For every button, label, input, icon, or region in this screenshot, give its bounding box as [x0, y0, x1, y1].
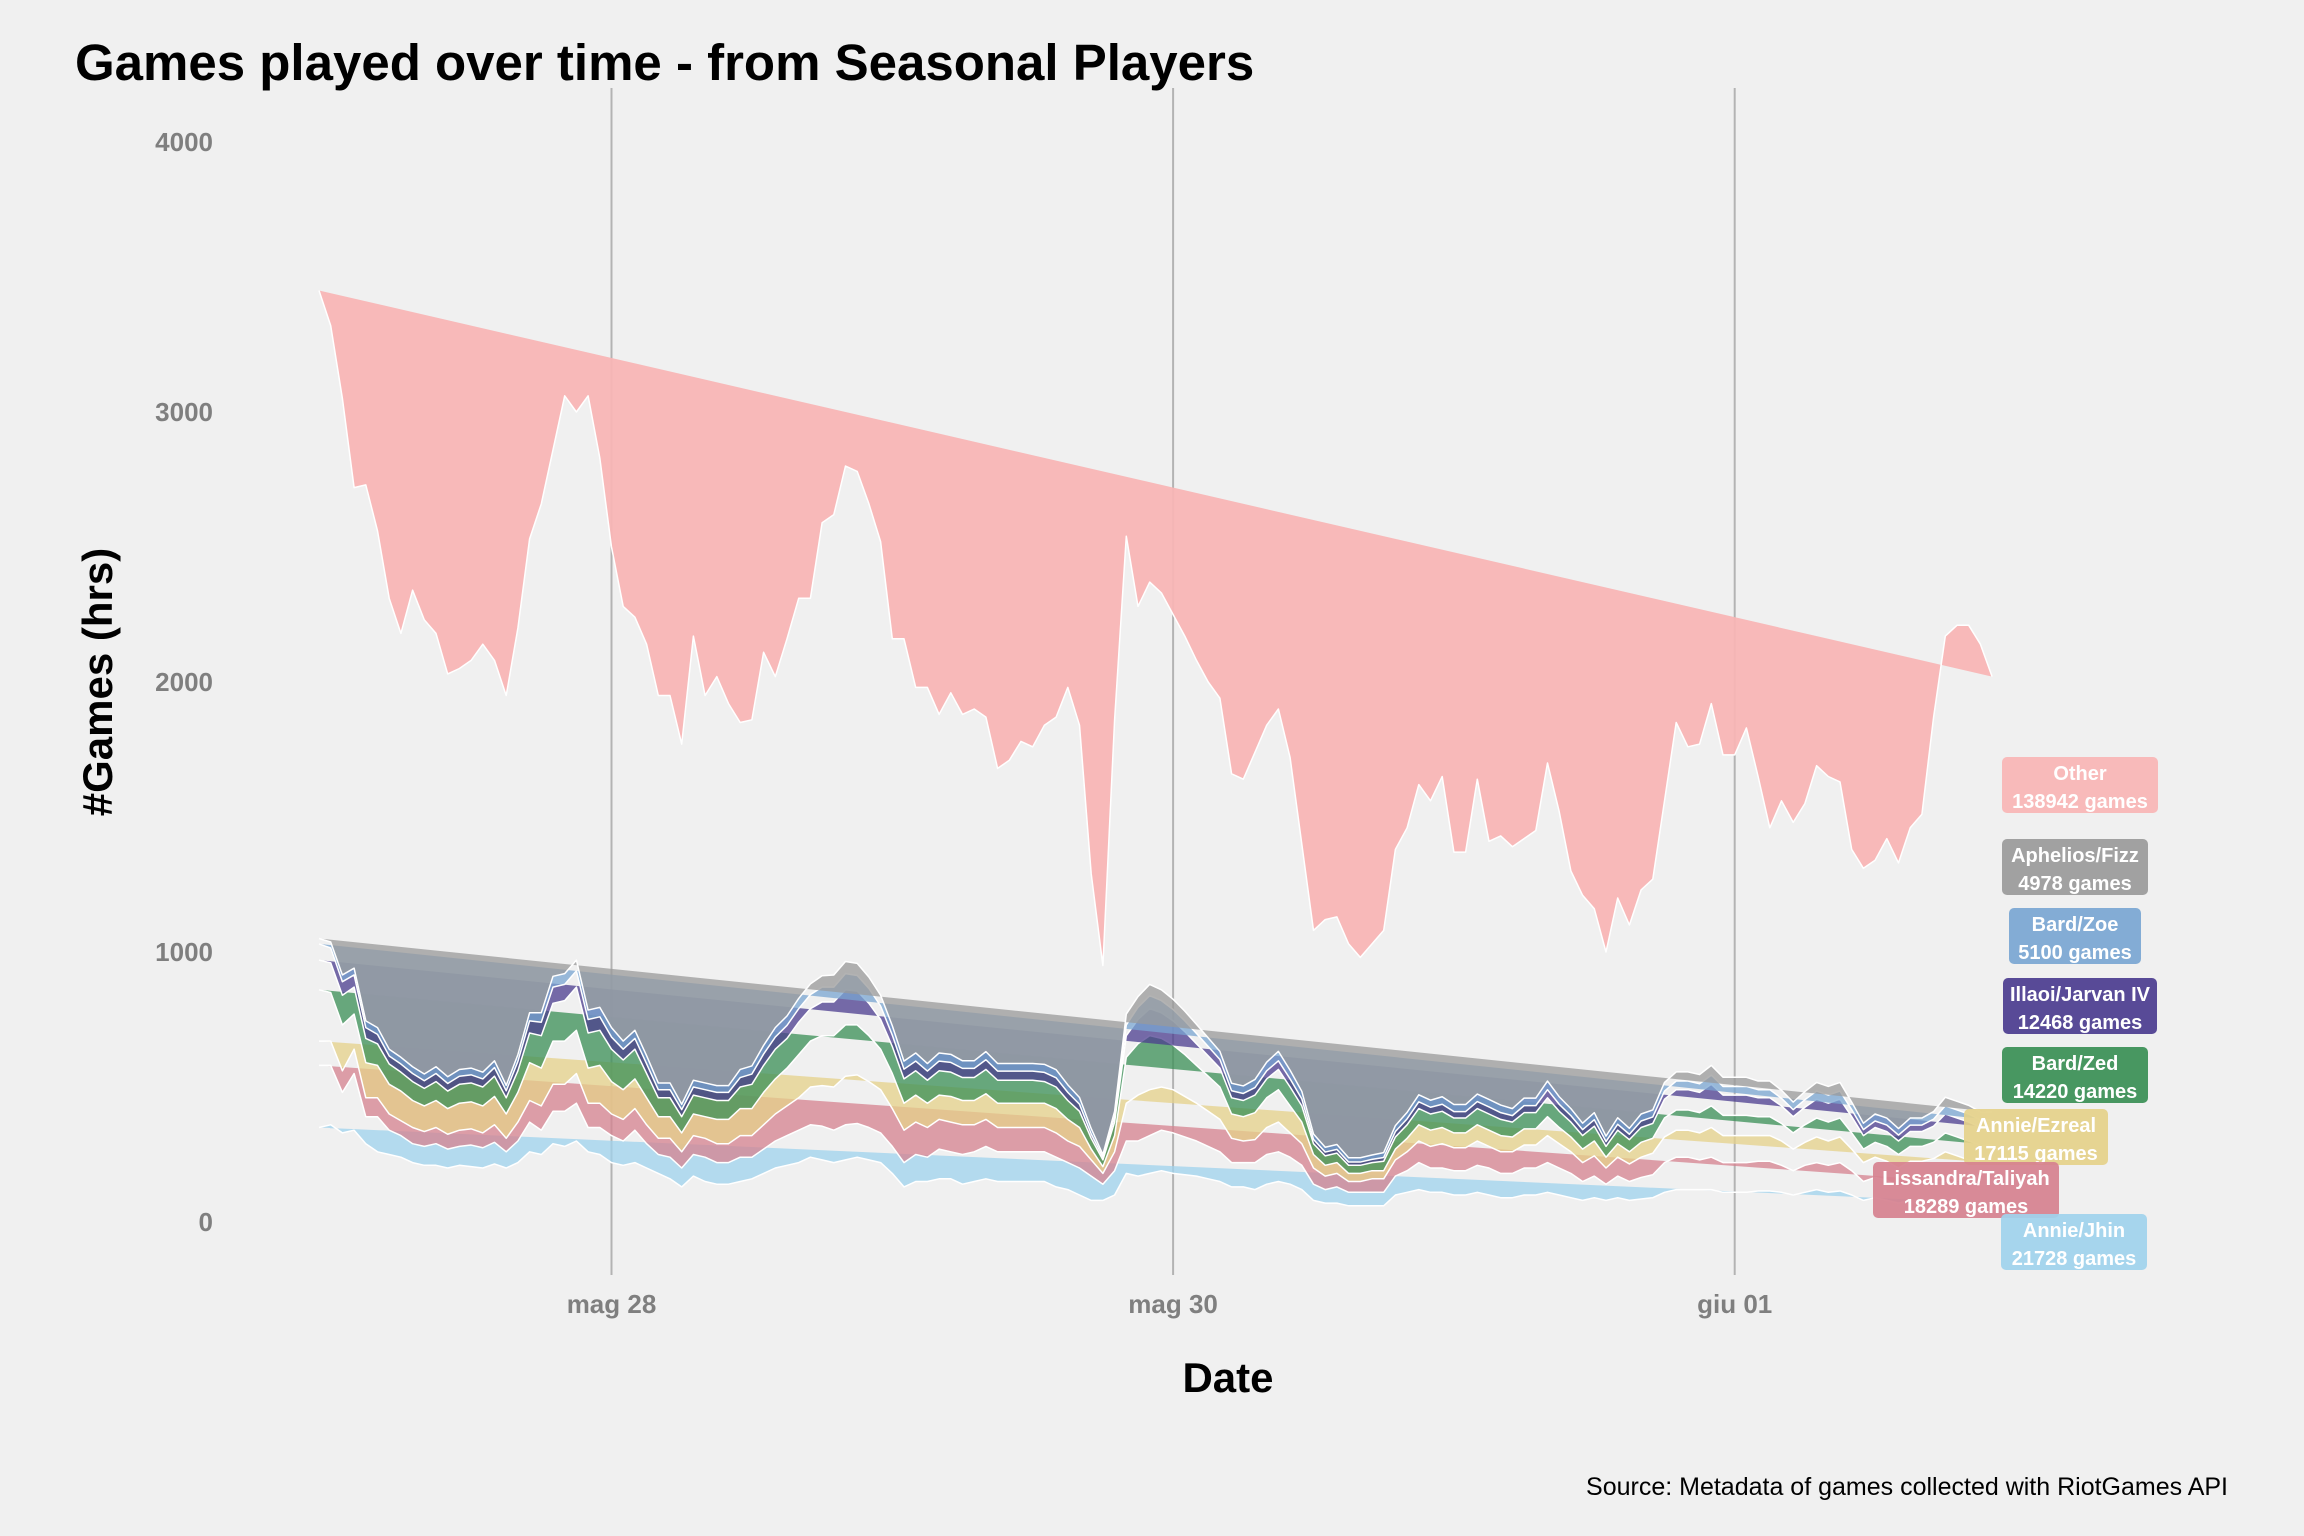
end-label-other: Other 138942 games [2002, 757, 2158, 813]
end-label-annie-jhin: Annie/Jhin 21728 games [2001, 1214, 2147, 1270]
x-tick-label-1: mag 30 [1128, 1289, 1218, 1319]
end-label-name: Illaoi/Jarvan IV [2010, 984, 2151, 1006]
end-label-box [1964, 1109, 2108, 1165]
end-label-count: 17115 games [1974, 1143, 2097, 1165]
x-tick-label-2: giu 01 [1697, 1289, 1772, 1319]
end-label-name: Annie/Ezreal [1976, 1115, 2096, 1137]
x-axis-title: Date [1182, 1354, 1273, 1401]
end-label-box [2001, 1214, 2147, 1270]
y-tick-label-2: 2000 [155, 667, 213, 697]
end-label-count: 4978 games [2018, 873, 2131, 895]
end-label-name: Annie/Jhin [2023, 1220, 2125, 1242]
end-label-count: 12468 games [2018, 1012, 2143, 1034]
area-other [318, 290, 1993, 967]
x-axis-ticks: mag 28 mag 30 giu 01 [567, 1289, 1773, 1319]
end-label-count: 21728 games [2012, 1248, 2137, 1270]
source-caption: Source: Metadata of games collected with… [1586, 1473, 2228, 1501]
x-tick-label-0: mag 28 [567, 1289, 657, 1319]
chart-title: Games played over time - from Seasonal P… [75, 34, 1254, 91]
end-label-count: 18289 games [1904, 1196, 2029, 1218]
end-label-name: Other [2053, 763, 2107, 785]
end-label-box [2003, 978, 2157, 1034]
end-label-count: 138942 games [2012, 791, 2148, 813]
end-label-name: Aphelios/Fizz [2011, 845, 2139, 867]
area-annie-jhin [318, 1124, 1993, 1207]
y-axis-title: #Games (hrs) [74, 548, 121, 816]
y-tick-label-1: 1000 [155, 937, 213, 967]
end-label-box [2002, 757, 2158, 813]
end-label-annie-ezreal: Annie/Ezreal 17115 games [1964, 1109, 2108, 1165]
end-label-name: Lissandra/Taliyah [1882, 1168, 2049, 1190]
end-label-box [2002, 1047, 2148, 1103]
y-tick-label-3: 3000 [155, 397, 213, 427]
end-label-name: Bard/Zoe [2032, 914, 2119, 936]
y-tick-label-0: 0 [199, 1207, 213, 1237]
end-label-box [1873, 1162, 2059, 1218]
end-label-bard-zed: Bard/Zed 14220 games [2002, 1047, 2148, 1103]
y-axis-ticks: 0 1000 2000 3000 4000 [155, 127, 213, 1237]
end-label-box [2009, 908, 2141, 964]
end-label-count: 14220 games [2013, 1081, 2138, 1103]
end-label-lissandra-taliyah: Lissandra/Taliyah 18289 games [1873, 1162, 2059, 1218]
end-labels: Other 138942 games Aphelios/Fizz 4978 games… [1873, 757, 2158, 1270]
end-label-aphelios-fizz: Aphelios/Fizz 4978 games [2002, 839, 2148, 895]
area-layers [318, 290, 1993, 1207]
end-label-count: 5100 games [2018, 942, 2131, 964]
end-label-bard-zoe: Bard/Zoe 5100 games [2009, 908, 2141, 964]
y-tick-label-4: 4000 [155, 127, 213, 157]
end-label-name: Bard/Zed [2032, 1053, 2119, 1075]
end-label-illaoi-jarvan-iv: Illaoi/Jarvan IV 12468 games [2003, 978, 2157, 1034]
area-aphelios-fizz [318, 937, 1993, 1159]
end-label-box [2002, 839, 2148, 895]
